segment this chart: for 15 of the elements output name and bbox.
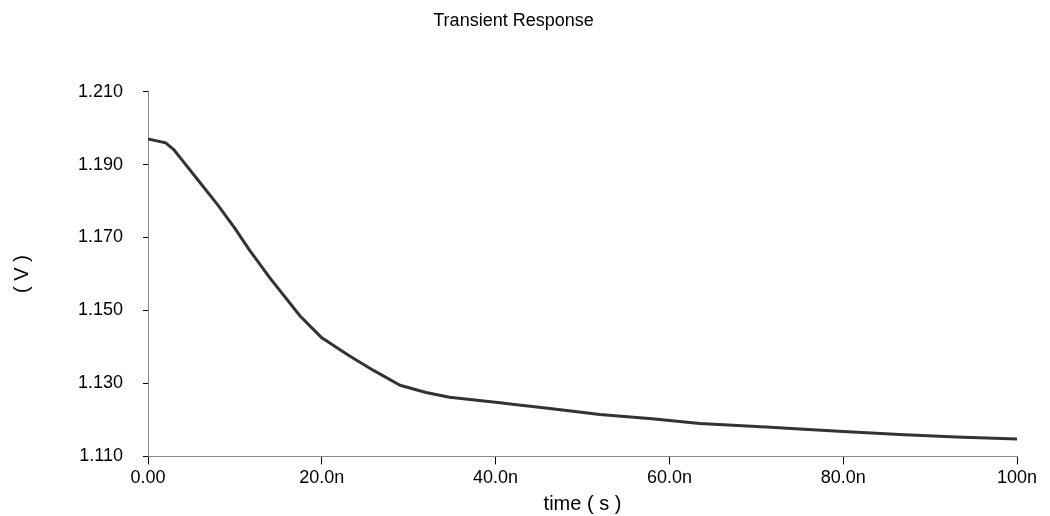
- y-tick-label: 1.150: [77, 299, 123, 320]
- y-tick-label: 1.190: [77, 153, 123, 174]
- y-tick-label: 1.110: [79, 445, 123, 466]
- y-tick-label: 1.130: [77, 372, 123, 393]
- x-tick-label: 60.0n: [646, 467, 692, 488]
- chart-title: Transient Response: [433, 9, 594, 30]
- y-tick-label: 1.170: [77, 226, 123, 247]
- x-tick-label: 40.0n: [473, 467, 519, 488]
- x-tick-label: 0.00: [130, 467, 166, 488]
- x-axis-title: time ( s ): [543, 491, 622, 514]
- x-tick-label: 20.0n: [299, 467, 345, 488]
- x-tick-label: 100n: [996, 467, 1038, 488]
- y-axis-title: ( V ): [9, 255, 32, 293]
- y-tick-label: 1.210: [77, 80, 123, 101]
- x-tick-label: 80.0n: [820, 467, 866, 488]
